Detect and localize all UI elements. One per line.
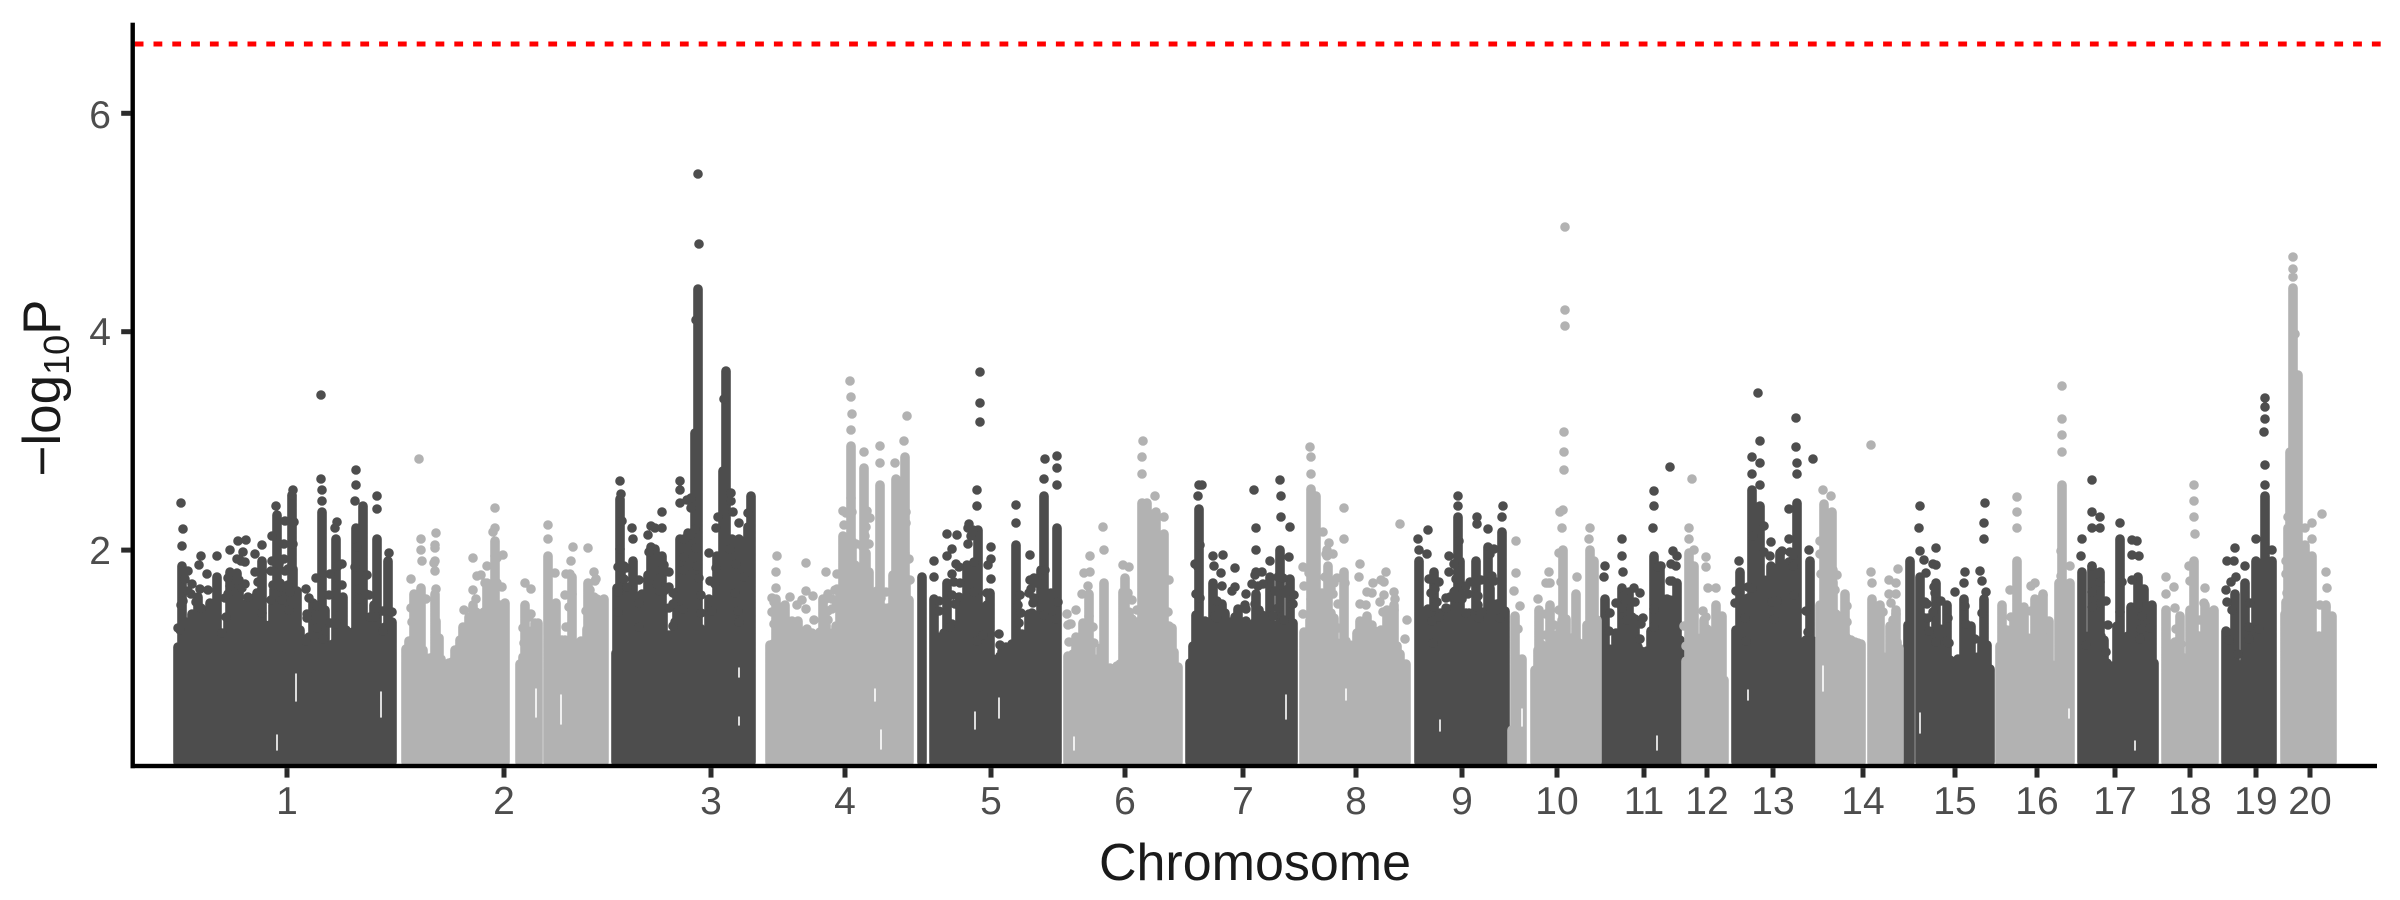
svg-text:1: 1 bbox=[276, 780, 298, 823]
svg-text:19: 19 bbox=[2234, 780, 2277, 823]
svg-text:15: 15 bbox=[1933, 780, 1976, 823]
svg-text:2: 2 bbox=[89, 530, 111, 573]
svg-text:4: 4 bbox=[89, 311, 111, 354]
svg-text:10: 10 bbox=[1535, 780, 1578, 823]
svg-text:11: 11 bbox=[1624, 780, 1665, 823]
svg-text:12: 12 bbox=[1685, 780, 1728, 823]
svg-text:2: 2 bbox=[493, 780, 515, 823]
svg-text:14: 14 bbox=[1841, 780, 1884, 823]
svg-text:7: 7 bbox=[1232, 780, 1254, 823]
svg-text:9: 9 bbox=[1451, 780, 1473, 823]
svg-text:13: 13 bbox=[1751, 780, 1794, 823]
svg-text:16: 16 bbox=[2015, 780, 2058, 823]
svg-text:6: 6 bbox=[1114, 780, 1136, 823]
svg-text:4: 4 bbox=[834, 780, 856, 823]
svg-text:20: 20 bbox=[2288, 780, 2331, 823]
svg-text:18: 18 bbox=[2168, 780, 2211, 823]
svg-text:−log10P: −log10P bbox=[13, 299, 77, 476]
svg-text:8: 8 bbox=[1345, 780, 1367, 823]
svg-text:6: 6 bbox=[89, 94, 111, 137]
svg-text:17: 17 bbox=[2093, 780, 2136, 823]
svg-text:3: 3 bbox=[700, 780, 722, 823]
svg-text:Chromosome: Chromosome bbox=[1099, 834, 1411, 892]
svg-text:5: 5 bbox=[980, 780, 1002, 823]
